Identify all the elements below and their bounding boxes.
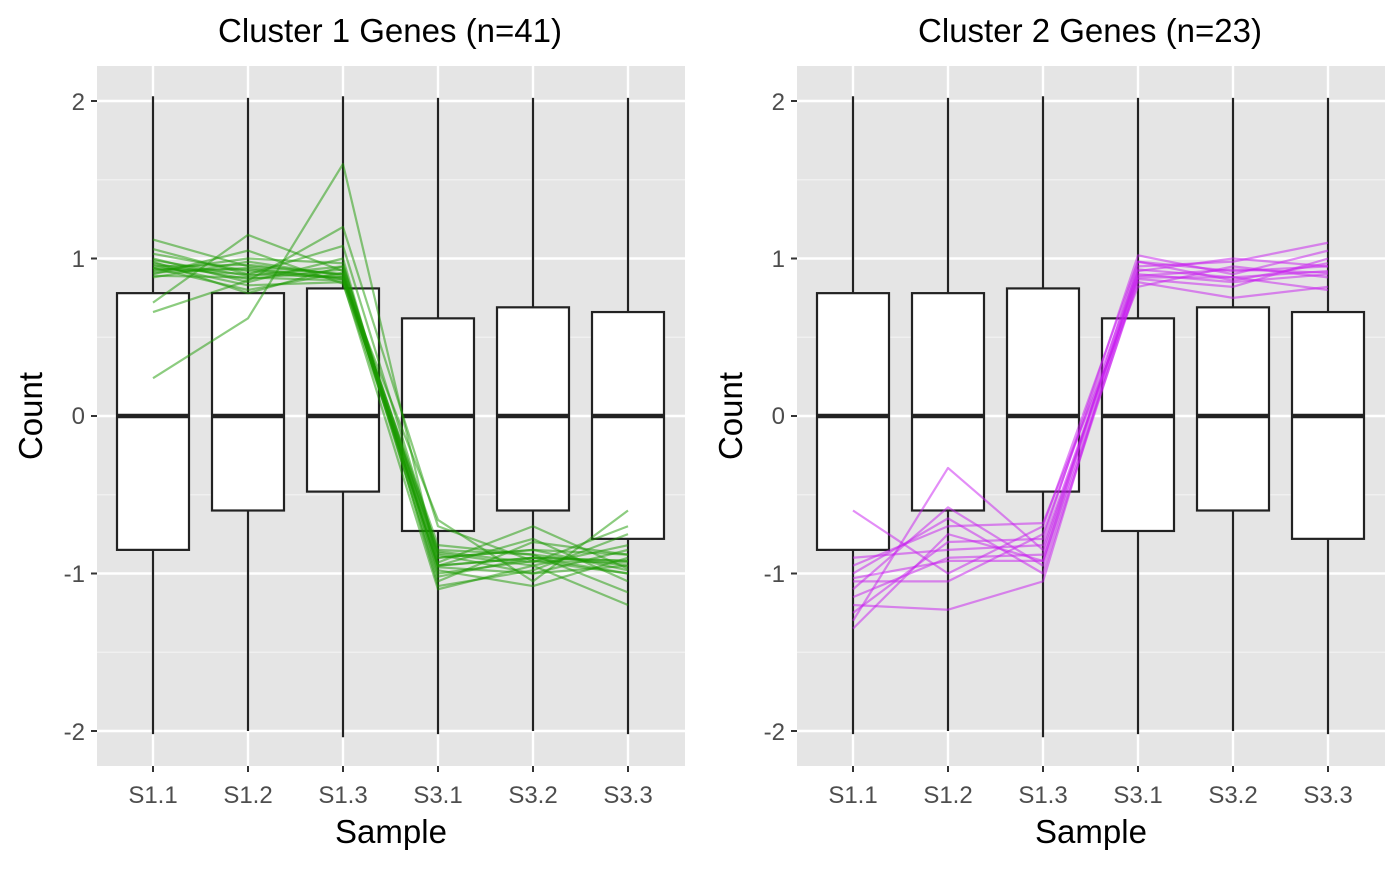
gene-profile-line: [152, 266, 629, 564]
gene-profile-line: [152, 244, 629, 567]
y-tick-label: -1: [764, 561, 785, 588]
x-tick-label: S1.1: [828, 782, 877, 809]
x-tick-label: S1.3: [1018, 782, 1067, 809]
gene-profile-line: [852, 268, 1329, 559]
box-body: [1290, 310, 1366, 540]
x-axis: S1.1 S1.2 S1.3 S3.1 S3.2 S3.3 Sample: [128, 766, 653, 850]
y-tick-label: 1: [72, 246, 85, 273]
box-plots: [815, 96, 1366, 738]
y-tick-label: 0: [72, 403, 85, 430]
x-axis: S1.1 S1.2 S1.3 S3.1 S3.2 S3.3 Sample: [828, 766, 1353, 850]
box-body: [210, 292, 286, 512]
y-axis-title: Count: [712, 372, 749, 460]
panel-cluster-2: Cluster 2 Genes (n=23) -2 -1 0 1 2 Count…: [712, 12, 1385, 850]
gene-profile-lines: [152, 162, 629, 607]
y-tick-label: 2: [72, 89, 85, 116]
gene-profile-line: [152, 266, 629, 578]
x-tick-label: S3.1: [1113, 782, 1162, 809]
x-tick-label: S3.3: [1303, 782, 1352, 809]
box-body: [910, 292, 986, 512]
gene-profile-line: [853, 268, 1329, 583]
y-tick-label: -2: [764, 719, 785, 746]
box-body: [495, 306, 571, 512]
panel-cluster-1: Cluster 1 Genes (n=41) -2 -1 0 1 2 Count…: [12, 12, 685, 850]
box-plot-S1.1: [815, 96, 891, 735]
y-axis: -2 -1 0 1 2 Count: [12, 89, 97, 746]
y-tick-label: -2: [64, 719, 85, 746]
x-tick-marks: [152, 766, 629, 772]
x-tick-label: S1.3: [318, 782, 367, 809]
x-tick-label: S1.2: [223, 782, 272, 809]
box-body: [590, 310, 666, 540]
x-tick-label: S3.2: [1208, 782, 1257, 809]
x-tick-label: S1.2: [923, 782, 972, 809]
x-axis-title: Sample: [335, 813, 447, 850]
x-tick-label: S3.3: [603, 782, 652, 809]
x-tick-label: S3.2: [508, 782, 557, 809]
y-axis-title: Count: [12, 372, 49, 460]
box-plot-S1.2: [910, 97, 986, 731]
gene-profile-lines: [852, 241, 1329, 630]
y-tick-label: 1: [772, 246, 785, 273]
box-plot-S1.2: [210, 97, 286, 731]
x-tick-label: S1.1: [128, 782, 177, 809]
panel-title: Cluster 1 Genes (n=41): [218, 12, 562, 49]
gene-profile-line: [852, 257, 1329, 575]
box-body: [815, 292, 891, 551]
x-axis-title: Sample: [1035, 813, 1147, 850]
box-body: [115, 292, 191, 551]
panel-title: Cluster 2 Genes (n=23): [918, 12, 1262, 49]
box-plot-S3.2: [1195, 97, 1271, 731]
y-tick-label: 2: [772, 89, 785, 116]
box-plots: [115, 96, 666, 738]
y-tick-marks: [791, 100, 797, 732]
box-plot-S1.1: [115, 96, 191, 735]
box-body: [1195, 306, 1271, 512]
x-tick-marks: [852, 766, 1329, 772]
y-axis: -2 -1 0 1 2 Count: [712, 89, 797, 746]
y-tick-marks: [91, 100, 97, 732]
box-plot-S3.3: [590, 97, 666, 735]
box-plot-S3.3: [1290, 97, 1366, 735]
box-body: [305, 287, 381, 493]
x-tick-label: S3.1: [413, 782, 462, 809]
box-plot-S3.2: [495, 97, 571, 731]
gene-profile-line: [152, 162, 629, 567]
y-tick-label: 0: [772, 403, 785, 430]
y-tick-label: -1: [64, 561, 85, 588]
